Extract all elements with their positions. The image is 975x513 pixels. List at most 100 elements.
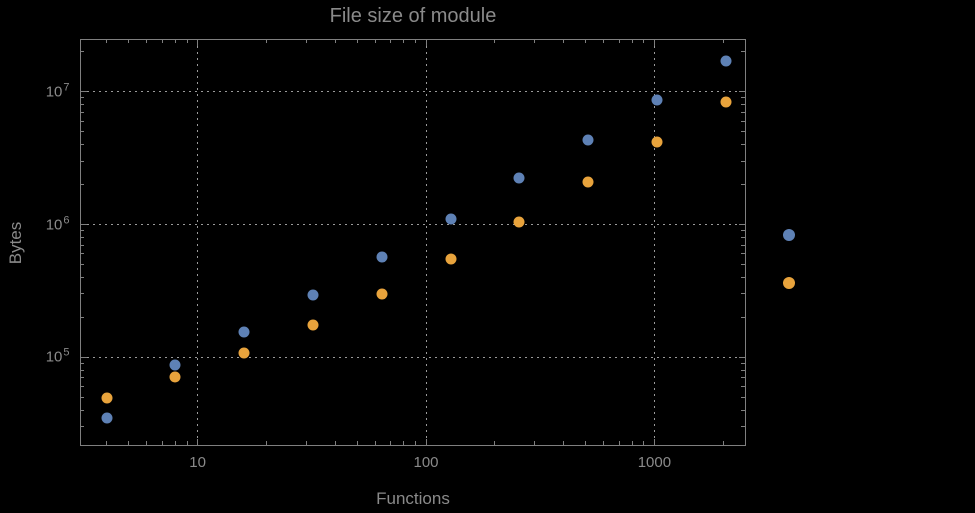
plot-area: 10 100 1000 105 106 107 [46,38,746,471]
y-minor-tick [80,409,84,411]
legend-swatch [783,229,795,241]
x-axis-title: Functions [376,489,450,508]
x-minor-tick [618,441,620,445]
y-minor-tick [741,131,745,133]
x-tick-label: 1000 [637,453,672,471]
y-minor-tick [741,263,745,265]
x-minor-tick [585,441,587,445]
y-minor-tick [741,184,745,186]
y-minor-tick [80,244,84,246]
data-point [720,55,732,67]
x-major-tick [197,438,199,445]
x-minor-tick [334,39,336,43]
x-minor-tick [265,39,267,43]
y-major-tick [80,91,87,93]
y-minor-tick [80,184,84,186]
data-point [720,96,732,108]
x-minor-tick [643,39,645,43]
y-minor-tick [80,131,84,133]
chart-title: File size of module [329,5,497,27]
y-minor-tick [741,144,745,146]
x-minor-tick [390,39,392,43]
data-point [238,347,250,359]
y-major-tick [80,356,87,358]
y-minor-tick [741,409,745,411]
x-minor-tick [356,441,358,445]
x-minor-tick [618,39,620,43]
y-minor-tick [80,377,84,379]
y-minor-tick [741,362,745,364]
x-minor-tick [603,441,605,445]
x-major-tick [653,39,655,46]
x-minor-tick [534,441,536,445]
y-major-tick [80,224,87,226]
y-minor-tick [80,160,84,162]
data-point [101,392,113,404]
y-major-tick [738,356,745,358]
y-minor-tick [80,111,84,113]
x-minor-tick [494,39,496,43]
y-minor-tick [80,276,84,278]
y-minor-tick [80,263,84,265]
data-point [651,136,663,148]
y-minor-tick [741,377,745,379]
x-minor-tick [334,441,336,445]
x-minor-tick [186,441,188,445]
x-minor-tick [631,441,633,445]
y-minor-tick [741,120,745,122]
y-major-tick [738,224,745,226]
x-minor-tick [722,441,724,445]
y-tick-label: 106 [45,214,70,234]
x-tick-label: 100 [413,453,439,471]
y-minor-tick [80,104,84,106]
x-minor-tick [128,441,130,445]
x-minor-tick [161,39,163,43]
y-minor-tick [80,426,84,428]
gridline-horizontal [80,91,745,93]
legend-swatch [783,277,795,289]
y-minor-tick [741,97,745,99]
y-minor-tick [741,316,745,318]
x-minor-tick [403,39,405,43]
gridline-vertical [197,39,199,445]
y-minor-tick [80,230,84,232]
y-minor-tick [80,97,84,99]
data-point [376,251,388,263]
y-minor-tick [80,253,84,255]
x-minor-tick [374,441,376,445]
data-point [582,134,594,146]
x-minor-tick [563,39,565,43]
y-minor-tick [741,253,745,255]
x-minor-tick [643,441,645,445]
y-minor-tick [80,362,84,364]
data-point [376,288,388,300]
x-major-tick [197,39,199,46]
y-minor-tick [80,144,84,146]
x-major-tick [425,39,427,46]
x-minor-tick [603,39,605,43]
y-minor-tick [741,111,745,113]
y-tick-label: 105 [45,346,70,366]
x-minor-tick [146,441,148,445]
gridline-horizontal [80,224,745,226]
y-minor-tick [741,236,745,238]
y-minor-tick [80,51,84,53]
x-minor-tick [563,441,565,445]
y-minor-tick [741,386,745,388]
x-tick-label: 10 [189,453,206,471]
gridline-vertical [425,39,427,445]
x-minor-tick [106,39,108,43]
x-minor-tick [306,39,308,43]
data-point [582,176,594,188]
y-minor-tick [741,160,745,162]
data-point [513,216,525,228]
x-major-tick [653,438,655,445]
x-minor-tick [356,39,358,43]
data-point [513,172,525,184]
y-minor-tick [741,104,745,106]
data-point [307,319,319,331]
x-minor-tick [722,39,724,43]
y-minor-tick [741,244,745,246]
y-minor-tick [80,316,84,318]
y-minor-tick [741,276,745,278]
